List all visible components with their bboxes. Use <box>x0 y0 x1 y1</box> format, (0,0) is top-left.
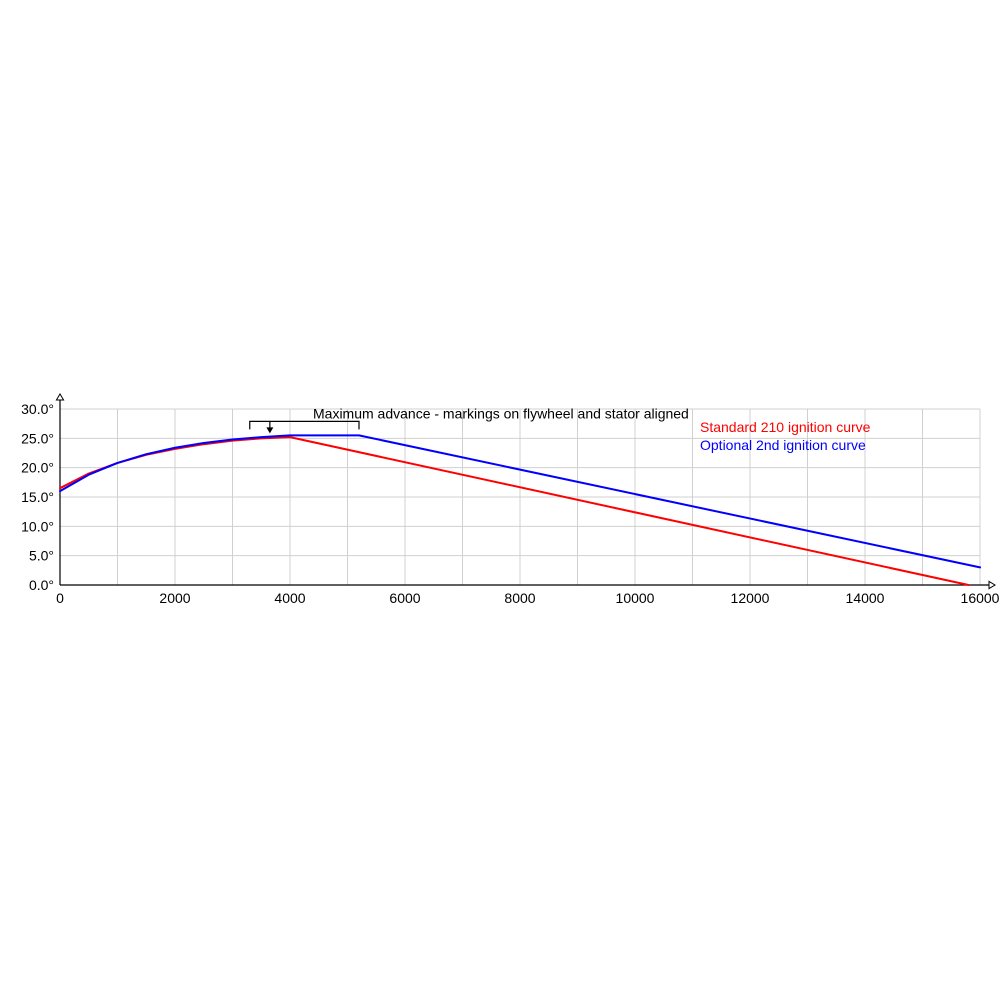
y-tick-label: 25.0° <box>21 430 54 446</box>
y-tick-label: 30.0° <box>21 401 54 417</box>
grid <box>60 409 980 585</box>
y-tick-label: 10.0° <box>21 518 54 534</box>
x-tick-label: 10000 <box>616 590 655 606</box>
x-tick-label: 8000 <box>504 590 535 606</box>
x-tick-label: 12000 <box>731 590 770 606</box>
legend: Standard 210 ignition curve Optional 2nd … <box>700 419 871 453</box>
x-tick-label: 16000 <box>961 590 1000 606</box>
max-advance-label: Maximum advance - markings on flywheel a… <box>313 405 689 421</box>
y-tick-label: 15.0° <box>21 489 54 505</box>
x-tick-label: 14000 <box>846 590 885 606</box>
max-advance-annotation: Maximum advance - markings on flywheel a… <box>250 405 689 433</box>
chart-wrapper: 0.0° 5.0° 10.0° 15.0° 20.0° 25.0° 30.0° 0 2000 40… <box>0 0 1000 1000</box>
x-tick-label: 0 <box>56 590 64 606</box>
x-tick-label: 4000 <box>274 590 305 606</box>
x-tick-label: 2000 <box>159 590 190 606</box>
y-tick-label: 5.0° <box>29 548 54 564</box>
legend-label-standard: Standard 210 ignition curve <box>700 419 871 435</box>
x-tick-label: 6000 <box>389 590 420 606</box>
series-standard <box>60 437 969 585</box>
y-tick-label: 0.0° <box>29 577 54 593</box>
ignition-curve-chart: 0.0° 5.0° 10.0° 15.0° 20.0° 25.0° 30.0° 0 2000 40… <box>0 0 1000 1000</box>
y-tick-label: 20.0° <box>21 460 54 476</box>
legend-label-optional: Optional 2nd ignition curve <box>700 437 866 453</box>
